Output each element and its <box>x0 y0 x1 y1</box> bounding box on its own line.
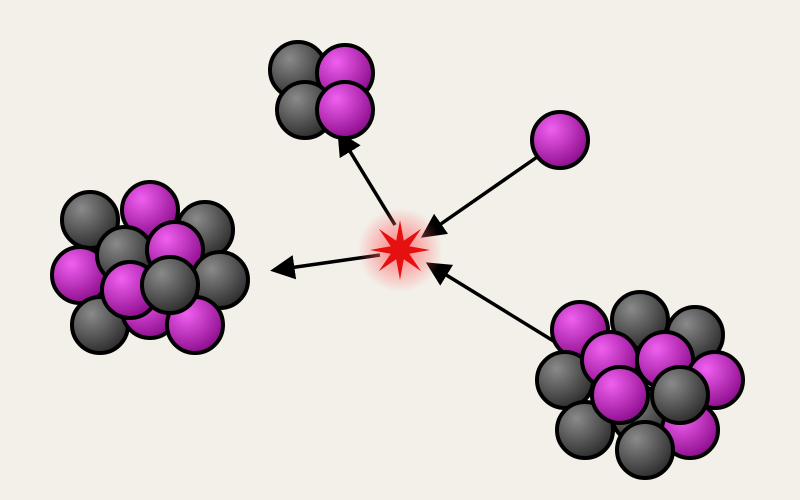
proton-sphere <box>532 112 588 168</box>
neutron-sphere <box>652 367 708 423</box>
collision-star-shape <box>370 220 430 280</box>
neutron-sphere <box>142 257 198 313</box>
proton-sphere <box>592 367 648 423</box>
single-proton <box>532 112 588 168</box>
neutron-sphere <box>617 422 673 478</box>
nuclear-diagram <box>0 0 800 500</box>
collision-star <box>358 208 442 292</box>
small-nucleus-top <box>270 42 373 138</box>
large-nucleus-right <box>537 292 743 478</box>
large-nucleus-left <box>52 182 248 353</box>
proton-sphere <box>317 82 373 138</box>
